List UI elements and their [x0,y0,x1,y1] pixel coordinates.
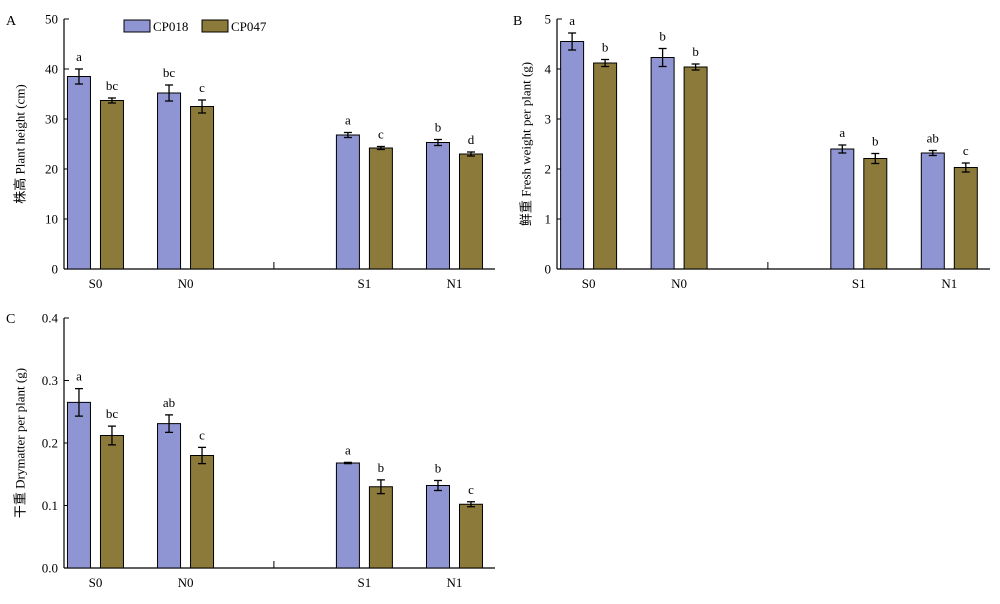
x-category-label: N1 [941,276,957,291]
significance-letter: b [602,40,609,55]
y-tick-label: 0.0 [42,561,58,576]
significance-letter: c [199,80,205,95]
y-tick-label: 0.3 [42,373,58,388]
chart-panel-B: B鲜重 Fresh weight per plant (g)012345S0ab… [513,12,990,291]
legend: CP018 CP047 [123,19,267,34]
panel-label: B [513,14,522,29]
x-category-label: S0 [89,575,103,590]
x-category-label: S1 [358,575,372,590]
bar-cp018-s1 [335,462,360,569]
bar-cp047-n0 [683,66,708,270]
x-category-label: S0 [89,276,103,291]
significance-letter: b [378,460,385,475]
legend-label-cp018: CP018 [153,19,188,34]
bar-cp047-s0 [99,100,124,270]
significance-letter: a [839,125,845,140]
legend-swatch-cp047 [201,19,229,33]
significance-letter: bc [163,65,176,80]
y-axis-title: 干重 Drymatter per plant (g) [13,368,28,518]
y-tick-label: 40 [45,62,58,77]
x-category-label: N0 [178,575,194,590]
bar-cp018-s0 [66,401,91,569]
y-tick-label: 20 [45,162,58,177]
significance-letter: b [435,461,442,476]
significance-letter: b [692,44,699,59]
significance-letter: a [76,369,82,384]
bar-cp047-s0 [99,435,124,569]
y-axis-title: 株高 Plant height (cm) [13,84,28,204]
bar-cp018-n0 [157,423,182,569]
y-tick-label: 0 [545,262,552,277]
bar-cp018-s1 [830,148,855,270]
bar-cp047-n0 [190,106,215,270]
significance-letter: bc [106,406,119,421]
bar-cp047-s1 [863,158,888,270]
significance-letter: d [468,132,475,147]
x-category-label: N0 [671,276,687,291]
significance-letter: a [569,13,575,28]
y-tick-label: 0.1 [42,498,58,513]
y-tick-label: 0 [52,262,59,277]
significance-letter: b [872,134,879,149]
bar-cp018-n1 [920,152,945,270]
y-tick-label: 3 [545,112,552,127]
bar-cp018-n1 [425,142,450,270]
bar-cp047-n0 [190,455,215,569]
bar-cp018-s0 [66,76,91,270]
bar-cp018-n0 [157,92,182,270]
bar-cp047-n1 [458,153,483,270]
bar-cp047-s1 [368,486,393,569]
significance-letter: b [659,29,666,44]
y-tick-label: 0.4 [42,311,59,326]
y-tick-label: 10 [45,212,58,227]
bar-cp018-s0 [560,41,585,270]
significance-letter: c [199,427,205,442]
chart-panel-A: A株高 Plant height (cm)01020304050S0abcN0b… [6,12,495,291]
bar-cp018-s1 [335,134,360,270]
bar-cp047-s0 [593,62,618,270]
significance-letter: bc [106,78,119,93]
significance-letter: a [345,442,351,457]
y-tick-label: 1 [545,212,552,227]
legend-label-cp047: CP047 [231,19,267,34]
x-category-label: N1 [447,575,463,590]
bar-cp047-n1 [458,503,483,569]
y-tick-label: 4 [545,62,552,77]
bar-cp018-n0 [650,57,675,270]
bar-cp047-n1 [953,167,978,270]
panel-label: A [6,14,17,29]
significance-letter: ab [163,395,175,410]
y-tick-label: 5 [545,12,552,27]
significance-letter: c [468,482,474,497]
y-tick-label: 30 [45,112,58,127]
chart-panel-C: C 干重 Drymatter per plant (g) 0.0 0.1 0.2 0.3 0… [6,311,495,590]
y-axis-title: 鲜重 Fresh weight per plant (g) [519,62,534,226]
bar-cp047-s1 [368,147,393,270]
significance-letter: c [378,127,384,142]
significance-letter: a [76,49,82,64]
y-tick-label: 0.2 [42,436,58,451]
y-tick-label: 2 [545,162,552,177]
x-category-label: S1 [852,276,866,291]
y-tick-label: 50 [45,12,58,27]
x-category-label: N0 [178,276,194,291]
significance-letter: a [345,113,351,128]
x-category-label: N1 [447,276,463,291]
bar-cp018-n1 [425,485,450,569]
legend-swatch-cp018 [123,19,151,33]
panel-label: C [6,312,15,327]
significance-letter: c [963,143,969,158]
significance-letter: ab [927,131,939,146]
significance-letter: b [435,120,442,135]
x-category-label: S0 [582,276,596,291]
x-category-label: S1 [358,276,372,291]
